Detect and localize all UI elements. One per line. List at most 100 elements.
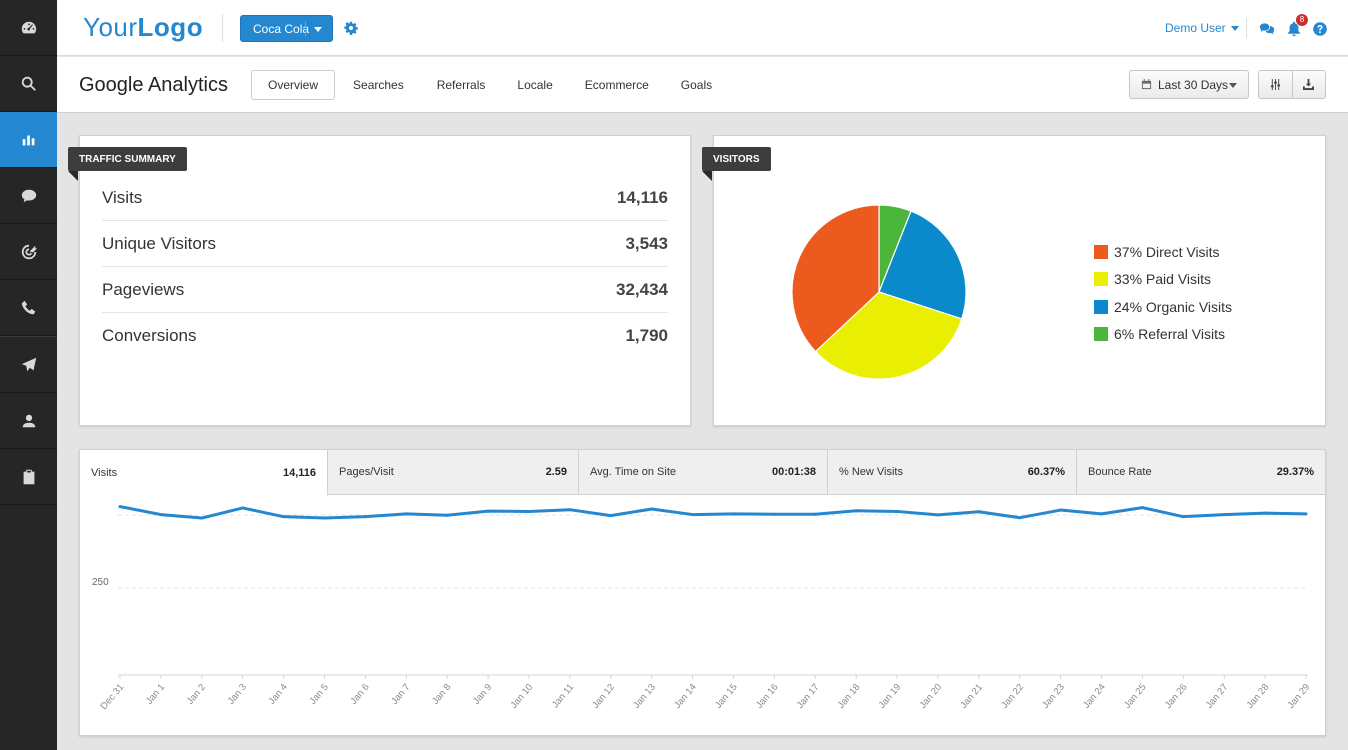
x-tick-label: Jan 15 (713, 682, 740, 711)
x-tick-label: Jan 18 (836, 682, 863, 711)
data-point[interactable] (1304, 512, 1308, 516)
tab-locale[interactable]: Locale (517, 78, 553, 92)
tab-ecommerce[interactable]: Ecommerce (584, 78, 649, 92)
user-menu[interactable]: Demo User (1165, 21, 1239, 35)
help-icon[interactable] (1312, 21, 1328, 37)
sidebar-item-calls[interactable] (0, 280, 57, 336)
data-point[interactable] (772, 512, 776, 516)
data-point[interactable] (527, 509, 531, 513)
data-point[interactable] (731, 512, 735, 516)
tab-overview[interactable]: Overview (251, 70, 336, 100)
visitors-card: Visitors 37% Direct Visits 33% Paid Visi… (702, 135, 1326, 426)
data-point[interactable] (1100, 512, 1104, 516)
sidebar-item-tasks[interactable] (0, 449, 57, 505)
x-tick-label: Jan 10 (508, 682, 535, 711)
logo[interactable]: YourLogo (83, 12, 204, 42)
date-range-label: Last 30 Days (1158, 77, 1229, 92)
data-point[interactable] (241, 506, 245, 510)
metric-tab-avg-time[interactable]: Avg. Time on Site 00:01:38 (579, 450, 828, 495)
data-point[interactable] (1059, 508, 1063, 512)
data-point[interactable] (1263, 511, 1267, 515)
data-point[interactable] (977, 510, 981, 514)
x-tick-label: Jan 21 (958, 682, 985, 711)
dashboard-icon (21, 21, 36, 33)
sidebar-item-dashboard[interactable] (0, 0, 57, 56)
send-icon (21, 357, 36, 371)
x-tick-label: Jan 27 (1204, 682, 1231, 711)
chevron-down-icon (314, 27, 322, 32)
data-point[interactable] (936, 513, 940, 517)
top-header: YourLogo Coca Cola Demo User 8 (57, 0, 1348, 56)
metric-tab-visits[interactable]: Visits 14,116 (80, 450, 328, 496)
x-tick-label: Jan 6 (348, 682, 371, 707)
sidebar-item-search[interactable] (0, 56, 57, 112)
data-point[interactable] (445, 513, 449, 517)
sidebar-item-targeting[interactable] (0, 224, 57, 280)
x-tick-label: Jan 4 (267, 682, 290, 707)
x-tick-label: Jan 23 (1040, 682, 1067, 711)
data-point[interactable] (200, 516, 204, 520)
sidebar-item-send[interactable] (0, 337, 57, 393)
data-point[interactable] (404, 512, 408, 516)
bar-chart-icon (22, 135, 34, 145)
phone-icon (21, 300, 35, 314)
sidebar-item-analytics[interactable] (0, 112, 57, 168)
pie-slice-organic-visits (878, 210, 967, 320)
data-point[interactable] (486, 509, 490, 513)
data-point[interactable] (650, 507, 654, 511)
data-point[interactable] (854, 509, 858, 513)
x-tick-label: Jan 7 (389, 682, 412, 707)
client-selector-button[interactable]: Coca Cola (240, 15, 333, 42)
legend-item-paid: 33% Paid Visits (1094, 266, 1232, 294)
data-point[interactable] (568, 508, 572, 512)
metric-tab-new-visits[interactable]: % New Visits 60.37% (828, 450, 1077, 495)
legend-item-organic: 24% Organic Visits (1094, 293, 1232, 321)
sidebar-item-user[interactable] (0, 393, 57, 449)
x-tick-label: Jan 28 (1245, 682, 1272, 711)
visits-line-chart: 250 Dec 31 Jan 1 Jan 2 Jan 3 Jan 4 Jan 5 Jan 6 J… (92, 505, 1312, 712)
gear-icon[interactable] (344, 21, 358, 35)
legend-swatch (1094, 244, 1108, 259)
data-point[interactable] (159, 513, 163, 517)
x-tick-label: Jan 5 (307, 682, 330, 707)
metric-tab-pages-visit[interactable]: Pages/Visit 2.59 (328, 450, 579, 495)
target-icon (21, 244, 37, 259)
x-tick-label: Jan 14 (672, 682, 699, 711)
legend-swatch (1094, 299, 1108, 314)
sidebar-item-messages[interactable] (0, 168, 57, 224)
data-point[interactable] (322, 516, 326, 520)
metric-tab-bounce-rate[interactable]: Bounce Rate 29.37% (1077, 450, 1325, 495)
sidebar-divider (0, 336, 57, 337)
client-label: Coca Cola (253, 21, 310, 36)
x-tick-label: Jan 24 (1081, 682, 1108, 711)
data-point[interactable] (1222, 513, 1226, 517)
data-point[interactable] (813, 512, 817, 516)
x-tick-label: Jan 12 (590, 682, 617, 711)
data-point[interactable] (1140, 506, 1144, 510)
chat-icon[interactable] (1259, 21, 1275, 37)
tab-searches[interactable]: Searches (353, 78, 404, 92)
data-point[interactable] (895, 509, 899, 513)
data-point[interactable] (691, 513, 695, 517)
data-point[interactable] (1018, 516, 1022, 520)
x-tick-label: Jan 26 (1163, 682, 1190, 711)
data-point[interactable] (282, 515, 286, 519)
data-point[interactable] (118, 505, 122, 509)
customize-button[interactable] (1259, 71, 1292, 98)
tab-goals[interactable]: Goals (680, 78, 713, 92)
data-point[interactable] (1181, 515, 1185, 519)
x-tick-label: Jan 3 (226, 682, 249, 707)
download-button[interactable] (1291, 71, 1326, 98)
tab-referrals[interactable]: Referrals (436, 78, 486, 92)
stat-row-conversions: Conversions 1,790 (102, 326, 668, 345)
x-tick-label: Jan 19 (877, 682, 904, 711)
clipboard-check-icon (23, 469, 34, 484)
data-point[interactable] (363, 515, 367, 519)
page-title: Google Analytics (79, 74, 228, 96)
stat-row-pageviews: Pageviews 32,434 (102, 267, 668, 313)
series-line-visits (119, 505, 1307, 520)
data-point[interactable] (609, 514, 613, 518)
bell-icon[interactable] (1286, 21, 1302, 37)
date-range-button[interactable]: Last 30 Days (1129, 70, 1249, 99)
traffic-summary-card: Traffic Summary Visits 14,116 Unique Vis… (68, 135, 691, 426)
